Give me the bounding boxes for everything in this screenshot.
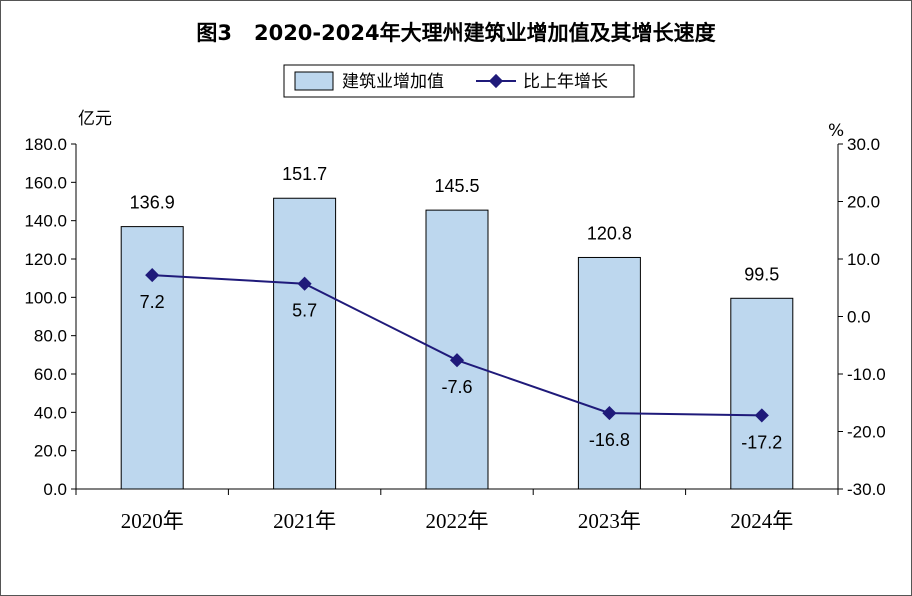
y-left-tick-label: 100.0	[24, 288, 67, 307]
growth-value-label: 5.7	[292, 301, 317, 321]
growth-point	[449, 353, 465, 368]
y-right-tick-label: -20.0	[847, 423, 886, 442]
y-left-tick-label: 140.0	[24, 212, 67, 231]
chart-title: 图3 2020-2024年大理州建筑业增加值及其增长速度	[196, 21, 715, 45]
bar-value-label: 120.8	[587, 223, 632, 243]
x-tick-label: 2020年	[121, 509, 184, 533]
growth-point	[754, 408, 769, 423]
growth-value-label: -7.6	[441, 377, 472, 397]
y-left-tick-label: 120.0	[24, 250, 67, 269]
legend: 建筑业增加值 比上年增长	[283, 64, 635, 98]
bar-value-label: 136.9	[130, 193, 175, 213]
growth-value-label: -17.2	[741, 432, 782, 452]
legend-line-label: 比上年增长	[523, 72, 608, 92]
y-left-tick-label: 80.0	[34, 327, 67, 346]
y-right-tick-label: 10.0	[847, 250, 880, 269]
bar-value-label: 145.5	[434, 176, 479, 196]
y-left-tick-label: 60.0	[34, 365, 67, 384]
x-tick-label: 2024年	[730, 509, 793, 533]
legend-bar-label: 建筑业增加值	[342, 72, 444, 92]
y-left-unit: 亿元	[78, 109, 112, 129]
x-tick-label: 2022年	[426, 509, 489, 533]
y-left-tick-label: 40.0	[34, 403, 67, 422]
growth-point	[297, 276, 312, 291]
growth-value-label: 7.2	[140, 292, 165, 312]
y-left-tick-label: 180.0	[24, 135, 67, 154]
bar-value-label: 151.7	[282, 164, 327, 184]
y-left-tick-label: 0.0	[43, 480, 67, 499]
bar-value-label: 99.5	[744, 264, 779, 284]
growth-point	[145, 268, 160, 283]
legend-line-marker	[488, 73, 504, 89]
y-right-tick-label: -10.0	[847, 365, 886, 384]
y-right-tick-label: 0.0	[847, 308, 871, 327]
x-tick-label: 2021年	[273, 509, 336, 533]
bar	[730, 297, 794, 490]
growth-value-label: -16.8	[589, 430, 630, 450]
bar	[273, 197, 337, 490]
y-right-unit: %	[828, 121, 844, 141]
y-left-tick-label: 160.0	[24, 173, 67, 192]
y-right-tick-label: 20.0	[847, 193, 880, 212]
legend-bar-swatch	[294, 71, 334, 91]
x-tick-label: 2023年	[578, 509, 641, 533]
y-right-tick-label: -30.0	[847, 480, 886, 499]
y-left-tick-label: 20.0	[34, 442, 67, 461]
y-right-tick-label: 30.0	[847, 135, 880, 154]
growth-point	[602, 406, 617, 421]
bar	[577, 256, 641, 490]
bar	[120, 226, 184, 490]
